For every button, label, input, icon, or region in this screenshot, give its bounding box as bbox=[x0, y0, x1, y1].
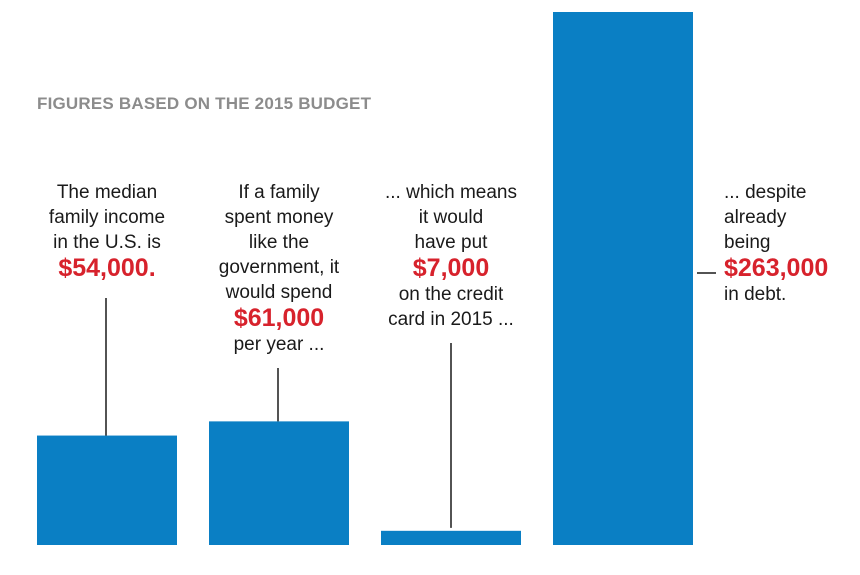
caption-existing-debt: ... despite already being $263,000 in de… bbox=[724, 180, 854, 307]
caption-line: being bbox=[724, 232, 771, 253]
caption-line: The median bbox=[56, 182, 158, 203]
caption-line: already bbox=[724, 207, 787, 228]
chart-subtitle: FIGURES BASED ON THE 2015 BUDGET bbox=[37, 94, 372, 113]
caption-line: per year ... bbox=[233, 334, 325, 355]
caption-line: like the bbox=[248, 232, 310, 253]
amount-label: $263,000 bbox=[724, 254, 829, 282]
caption-credit-card: ... which means it would have put $7,000… bbox=[366, 180, 536, 332]
caption-line: spent money bbox=[224, 207, 334, 228]
amount-label: $7,000 bbox=[412, 254, 490, 282]
caption-line: card in 2015 ... bbox=[388, 309, 514, 330]
caption-line: on the credit bbox=[398, 284, 504, 305]
caption-line: family income bbox=[48, 207, 166, 228]
amount-label: $54,000. bbox=[58, 254, 156, 282]
caption-line: If a family bbox=[238, 182, 320, 203]
caption-line: have put bbox=[414, 232, 488, 253]
caption-line: would spend bbox=[225, 282, 333, 303]
bar-existing-debt bbox=[553, 12, 693, 545]
caption-line: it would bbox=[418, 207, 484, 228]
caption-line: government, it bbox=[218, 257, 340, 278]
bar-government-spending bbox=[209, 421, 349, 545]
caption-line: in debt. bbox=[724, 284, 787, 305]
caption-line: ... which means bbox=[385, 182, 517, 203]
caption-line: ... despite bbox=[724, 182, 807, 203]
caption-government-spending: If a family spent money like the governm… bbox=[194, 180, 364, 357]
caption-median-income: The median family income in the U.S. is … bbox=[22, 180, 192, 282]
caption-line: in the U.S. is bbox=[53, 232, 161, 253]
bar-credit-card bbox=[381, 530, 521, 545]
amount-label: $61,000 bbox=[233, 304, 325, 332]
bar-median-income bbox=[37, 435, 177, 545]
